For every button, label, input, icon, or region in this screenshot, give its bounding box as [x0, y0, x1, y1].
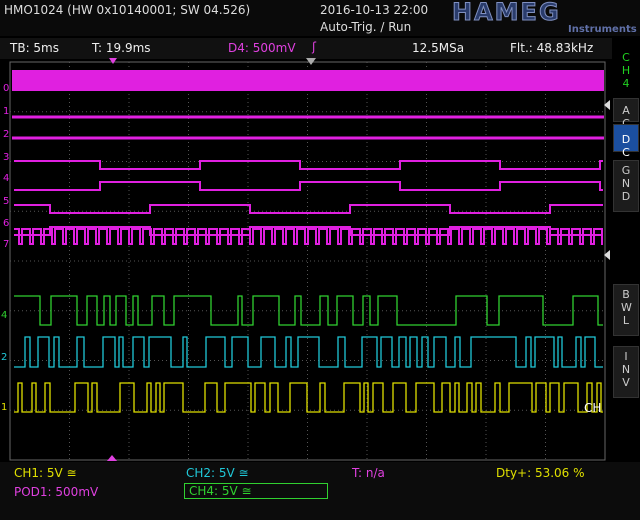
digital-trace: [14, 205, 603, 213]
digital-label: 0: [3, 83, 9, 94]
side-button[interactable]: INV: [613, 346, 639, 398]
digital-label: 7: [3, 239, 9, 250]
side-button[interactable]: BWL: [613, 284, 639, 336]
side-button[interactable]: GND: [613, 160, 639, 212]
analog-trace: [14, 337, 603, 367]
analog-label: 4: [1, 310, 7, 321]
analog-trace: [14, 383, 603, 412]
digital-trace: [14, 161, 603, 169]
footer: CH1: 5V ≅ CH2: 5V ≅ T: n/a Dty+: 53.06 %…: [0, 462, 640, 520]
side-button[interactable]: DC: [613, 124, 639, 152]
digital-trace: [14, 182, 603, 190]
ch1-info: CH1: 5V ≅: [14, 466, 77, 480]
digital-label: 3: [3, 152, 9, 163]
side-channel: CH4: [613, 47, 639, 89]
ch2-info: CH2: 5V ≅: [186, 466, 249, 480]
trigger-pos-marker: [109, 58, 117, 64]
digital-label: 4: [3, 173, 9, 184]
overflow-label: CH: [584, 401, 601, 415]
digital-label: 6: [3, 218, 9, 229]
ch4-info[interactable]: CH4: 5V ≅: [184, 483, 328, 499]
trigger-level-marker: [107, 455, 117, 461]
trigger-info: T: n/a: [352, 466, 385, 480]
pod1-info: POD1: 500mV: [14, 485, 98, 499]
digital-label: 5: [3, 196, 9, 207]
analog-label: 2: [1, 352, 7, 363]
duty-measure: Dty+: 53.06 %: [496, 466, 585, 480]
analog-label: 1: [1, 402, 7, 413]
digital-trace: [14, 229, 603, 244]
waveform-display: 0 1 2 3 4 5 6 7 4 2 1 CH: [0, 0, 612, 462]
digital-trace: [12, 70, 604, 91]
side-button[interactable]: AC: [613, 98, 639, 122]
digital-label: 2: [3, 129, 9, 140]
digital-label: 1: [3, 106, 9, 117]
